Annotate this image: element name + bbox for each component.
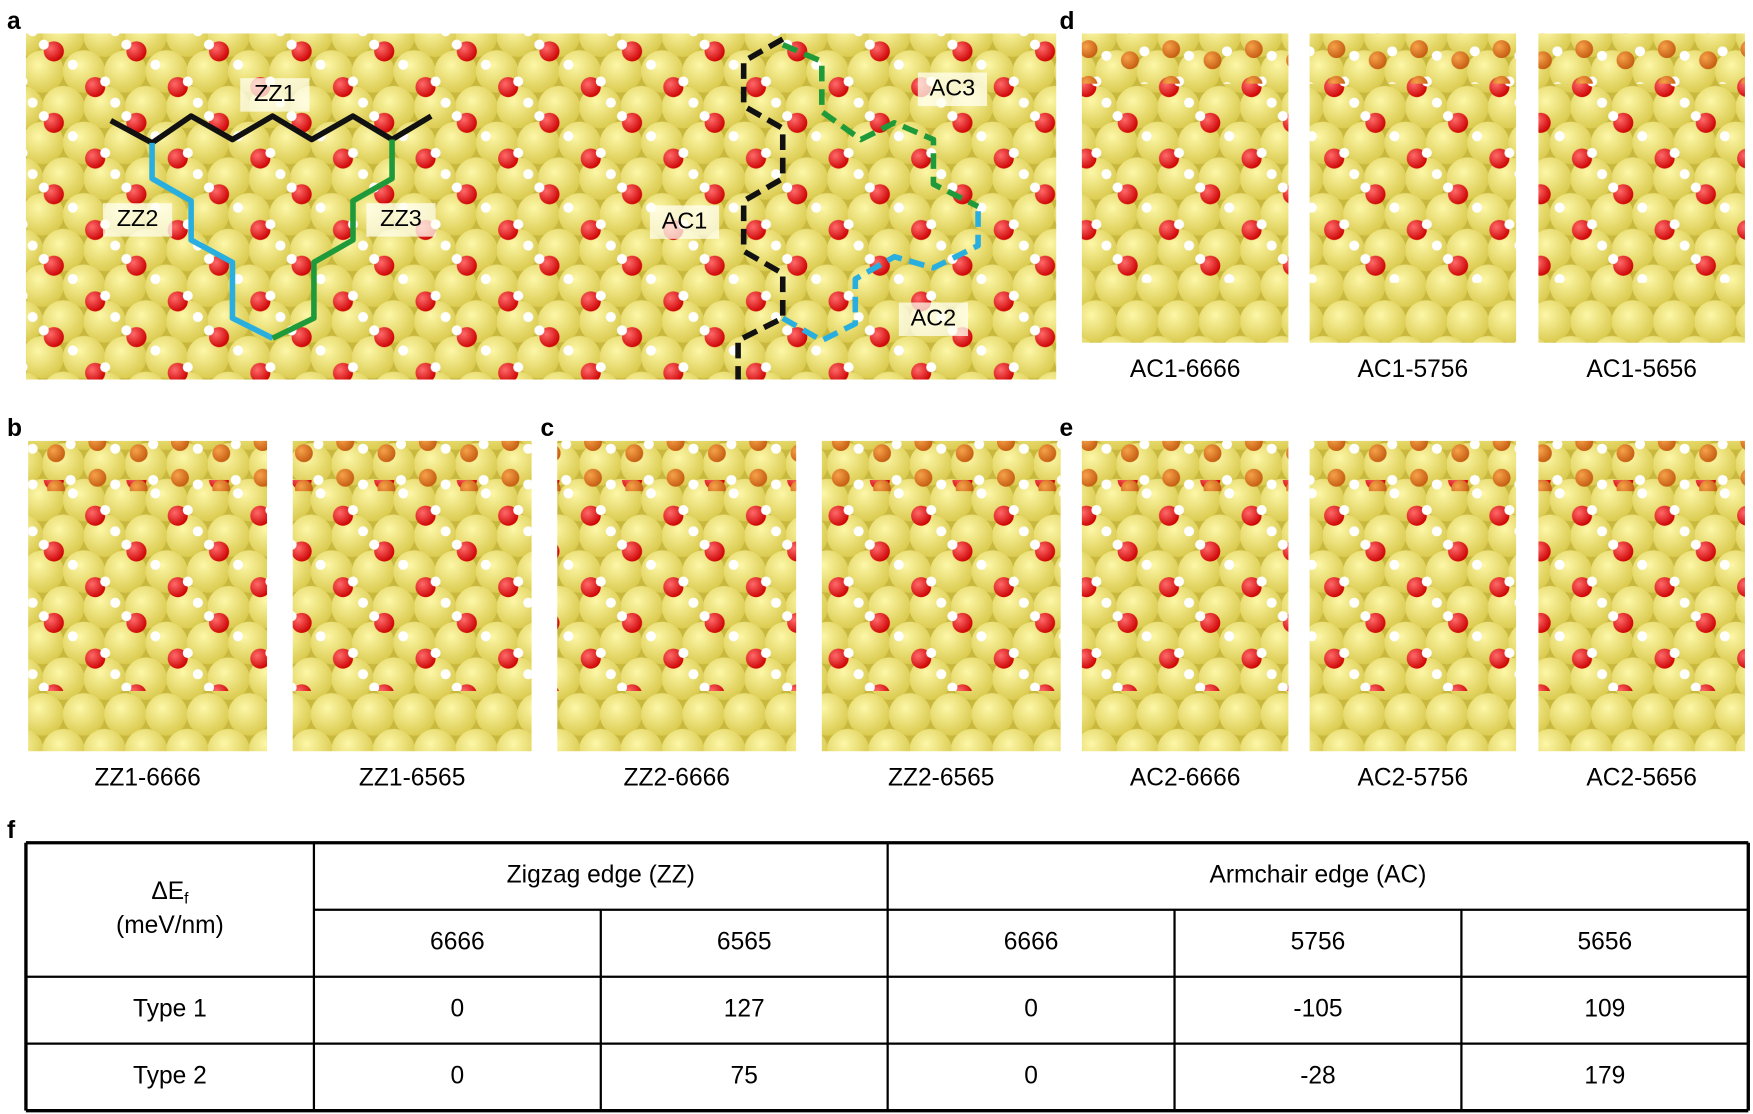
panel-letter: e: [1060, 415, 1074, 442]
path-label: AC2: [911, 304, 957, 330]
column-header: 6666: [430, 929, 485, 956]
panel-letter: b: [7, 415, 22, 442]
row-header: Type 2: [133, 1063, 207, 1090]
label-box: [917, 72, 988, 107]
group-header: Zigzag edge (ZZ): [507, 862, 695, 889]
path-label: AC1: [662, 207, 708, 233]
label-box: [649, 205, 720, 239]
image-caption: AC2-5756: [1358, 765, 1469, 792]
water-layer: [1309, 479, 1517, 691]
top-layer: [28, 440, 268, 492]
group-header: Armchair edge (AC): [1210, 862, 1427, 889]
table-cell: 109: [1584, 996, 1625, 1023]
image-caption: ZZ2-6666: [623, 765, 729, 792]
table-cell: -28: [1300, 1063, 1335, 1090]
path-label: ZZ3: [380, 205, 422, 231]
table-cell: 127: [724, 996, 765, 1023]
label-box: [898, 302, 969, 336]
symbol: ΔE: [151, 878, 184, 905]
table-cell: -105: [1293, 996, 1342, 1023]
column-header: 6666: [1004, 929, 1059, 956]
top-layer: [1309, 33, 1517, 84]
water-layer: [1309, 72, 1517, 283]
water-layer: [557, 479, 797, 691]
table-cell: 0: [451, 1063, 465, 1090]
image-caption: ZZ1-6565: [359, 765, 465, 792]
table-cell: 0: [1024, 996, 1038, 1023]
water-layer: [292, 479, 532, 691]
panel-a: [25, 33, 1057, 380]
path-label: ZZ1: [254, 80, 296, 106]
top-layer: [1081, 33, 1289, 84]
water-layer: [821, 479, 1061, 691]
panel-letter: c: [541, 415, 555, 442]
image-caption: AC2-6666: [1130, 765, 1241, 792]
label-box: [366, 203, 436, 237]
top-layer: [1538, 33, 1745, 84]
top-layer: [1081, 440, 1289, 492]
top-layer: [821, 440, 1061, 492]
row-header: Type 1: [133, 996, 207, 1023]
corner-label: ΔEf: [151, 878, 189, 907]
image-caption: AC1-5756: [1358, 356, 1469, 383]
water-layer: [25, 33, 1057, 380]
top-layer: [292, 440, 532, 492]
label-box: [240, 78, 310, 112]
subscript: f: [184, 891, 189, 908]
label-box: [102, 203, 173, 237]
top-layer: [1309, 440, 1517, 492]
water-layer: [1538, 72, 1745, 283]
path-label: ZZ2: [117, 205, 159, 231]
table: ΔEf (meV/nm) Zigzag edge (ZZ) Armchair edge…: [24, 841, 1750, 1113]
panel-letter: a: [7, 8, 21, 35]
water-layer: [1081, 479, 1289, 691]
paths: [109, 36, 981, 380]
top-layer: [557, 440, 797, 492]
table-cell: 0: [451, 996, 465, 1023]
top-layer: [1538, 440, 1745, 492]
table-cell: 75: [731, 1063, 758, 1090]
image-caption: AC2-5656: [1586, 765, 1697, 792]
water-layer: [1081, 72, 1289, 283]
column-header: 5756: [1291, 929, 1346, 956]
panel-letter: d: [1060, 8, 1075, 35]
image-caption: ZZ2-6565: [888, 765, 994, 792]
content: a ZZ1 ZZ2 ZZ3 AC1 AC2 AC3 b ZZ1-6666 ZZ1-6565 c ZZ2…: [7, 8, 1750, 1113]
image-caption: AC1-5656: [1586, 356, 1697, 383]
water-layer: [28, 479, 268, 691]
path-label: AC3: [930, 74, 976, 100]
column-header: 5656: [1578, 929, 1633, 956]
water-layer: [1538, 479, 1745, 691]
table-cell: 0: [1024, 1063, 1038, 1090]
unit: (meV/nm): [116, 912, 224, 939]
image-caption: ZZ1-6666: [94, 765, 200, 792]
column-header: 6565: [717, 929, 772, 956]
image-caption: AC1-6666: [1130, 356, 1241, 383]
panel-letter: f: [7, 817, 16, 844]
table-cell: 179: [1584, 1063, 1625, 1090]
